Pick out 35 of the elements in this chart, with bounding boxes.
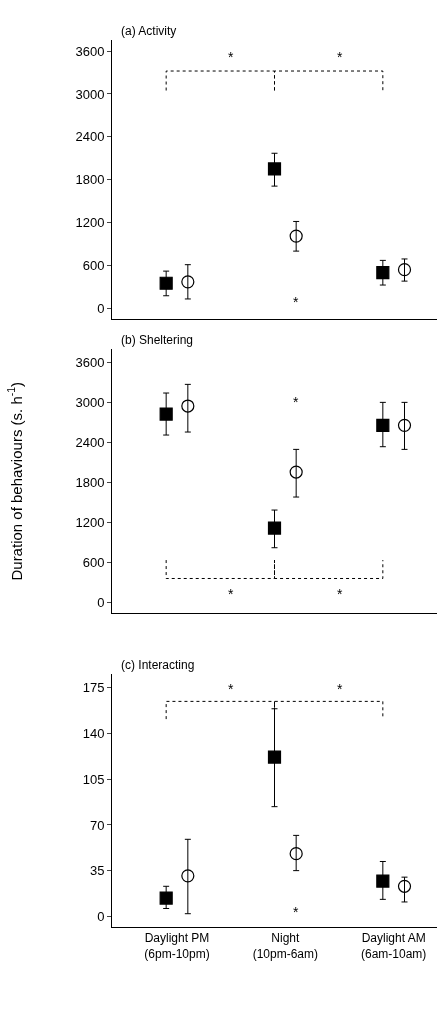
y-tick-label: 105 — [82, 771, 105, 787]
chart-title: (b) Sheltering — [121, 333, 194, 347]
y-tick-label: 70 — [89, 817, 105, 833]
y-tick-label: 175 — [82, 680, 105, 696]
y-tick-label: 0 — [97, 595, 105, 611]
y-tick-label: 2400 — [75, 129, 105, 145]
y-tick-label: 1200 — [75, 515, 105, 531]
annotation: * — [337, 681, 343, 697]
annotation: * — [228, 586, 234, 602]
y-tick-label: 140 — [82, 726, 105, 742]
y-tick-label: 3000 — [75, 395, 105, 411]
x-tick-label: Night (10pm-6am) — [252, 931, 319, 961]
x-tick-label: Daylight PM (6pm-10pm) — [144, 931, 210, 961]
y-tick-label: 35 — [89, 863, 105, 879]
annotation: * — [293, 394, 299, 410]
chart-title: (a) Activity — [121, 24, 177, 38]
annotation: * — [293, 294, 299, 310]
annotation: * — [228, 49, 234, 65]
y-tick-label: 3600 — [75, 43, 105, 59]
y-tick-label: 0 — [97, 908, 105, 924]
annotation: * — [228, 681, 234, 697]
y-tick-label: 1800 — [75, 475, 105, 491]
y-tick-label: 3600 — [75, 355, 105, 371]
y-tick-label: 1800 — [75, 172, 105, 188]
annotation: * — [293, 904, 299, 920]
y-tick-label: 0 — [97, 300, 105, 316]
annotation: * — [337, 49, 343, 65]
x-tick-label: Daylight AM (6am-10am) — [360, 931, 427, 961]
chart-title: (c) Interacting — [121, 658, 195, 672]
y-tick-label: 2400 — [75, 435, 105, 451]
y-tick-label: 1200 — [75, 215, 105, 231]
y-tick-label: 600 — [82, 257, 105, 273]
y-tick-label: 3000 — [75, 86, 105, 102]
y-tick-label: 600 — [82, 555, 105, 571]
annotation: * — [337, 586, 343, 602]
